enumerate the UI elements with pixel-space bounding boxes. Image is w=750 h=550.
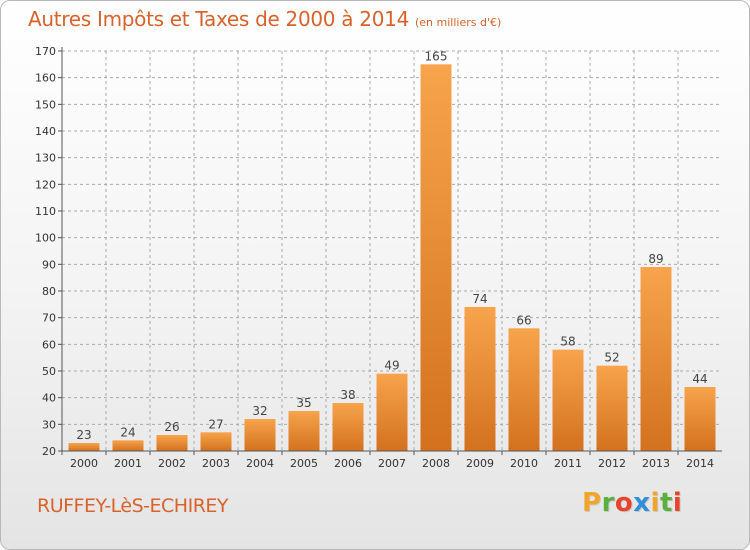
bar-2007	[376, 373, 408, 451]
value-label-2001: 24	[120, 425, 135, 439]
bar-2008	[420, 64, 452, 452]
bar-2010	[508, 328, 540, 451]
logo-letter: x	[633, 488, 651, 518]
value-label-2005: 35	[296, 396, 311, 410]
bars	[68, 64, 716, 452]
y-tick-label: 150	[35, 98, 56, 111]
value-label-2008: 165	[425, 49, 448, 63]
logo-letter: i	[672, 488, 683, 518]
labels: 20 30 40 50 60 70 80 90 100 110 120 130 140 150 160 170…	[35, 45, 714, 470]
bar-2009	[464, 307, 496, 451]
bar-2000	[68, 443, 100, 451]
x-tick-label-2013: 2013	[642, 457, 670, 470]
y-tick-label: 70	[42, 312, 56, 325]
value-label-2006: 38	[340, 388, 355, 402]
x-tick-label-2003: 2003	[202, 457, 230, 470]
bar-2001	[112, 440, 144, 451]
bar-2013	[640, 267, 672, 451]
bar-2006	[332, 403, 364, 451]
bar-2005	[288, 411, 320, 451]
value-label-2012: 52	[604, 351, 619, 365]
x-tick-label-2001: 2001	[114, 457, 142, 470]
x-tick-label-2002: 2002	[158, 457, 186, 470]
x-tick-label-2006: 2006	[334, 457, 362, 470]
chart-subtitle: (en milliers d'€)	[415, 16, 502, 29]
y-tick-label: 20	[42, 445, 56, 458]
bar-2004	[244, 419, 276, 451]
x-tick-label-2000: 2000	[70, 457, 98, 470]
logo-letter: i	[650, 488, 660, 518]
x-tick-label-2009: 2009	[466, 457, 494, 470]
axes	[58, 47, 722, 455]
y-tick-label: 90	[42, 258, 56, 271]
logo-letter: o	[614, 488, 634, 518]
value-label-2011: 58	[560, 335, 575, 349]
y-tick-label: 30	[42, 418, 56, 431]
x-tick-label-2010: 2010	[510, 457, 538, 470]
value-label-2007: 49	[384, 359, 399, 373]
value-label-2010: 66	[516, 313, 531, 327]
y-tick-label: 130	[35, 152, 56, 165]
y-tick-label: 80	[42, 285, 56, 298]
y-tick-label: 160	[35, 72, 56, 85]
value-label-2003: 27	[208, 417, 223, 431]
value-label-2009: 74	[472, 292, 487, 306]
y-tick-label: 60	[42, 338, 56, 351]
y-tick-label: 120	[35, 178, 56, 191]
y-tick-label: 40	[42, 392, 56, 405]
bar-2011	[552, 349, 584, 451]
logo-letter: r	[601, 488, 615, 518]
x-tick-label-2011: 2011	[554, 457, 582, 470]
x-tick-label-2012: 2012	[598, 457, 626, 470]
x-tick-label-2008: 2008	[422, 457, 450, 470]
y-tick-label: 50	[42, 365, 56, 378]
chart-title-text: Autres Impôts et Taxes de 2000 à 2014	[28, 7, 409, 31]
bar-2012	[596, 365, 628, 451]
y-tick-label: 110	[35, 205, 56, 218]
y-tick-label: 140	[35, 125, 56, 138]
value-label-2013: 89	[648, 252, 663, 266]
x-tick-label-2007: 2007	[378, 457, 406, 470]
chart-title: Autres Impôts et Taxes de 2000 à 2014 (en…	[28, 7, 501, 31]
logo-letter: P	[582, 488, 602, 518]
value-label-2004: 32	[252, 404, 267, 418]
value-label-2002: 26	[164, 420, 179, 434]
x-tick-label-2004: 2004	[246, 457, 274, 470]
y-tick-label: 100	[35, 232, 56, 245]
logo-letter: t	[659, 488, 673, 518]
x-tick-label-2014: 2014	[686, 457, 714, 470]
place-name: RUFFEY-LèS-ECHIREY	[37, 495, 229, 517]
value-label-2000: 23	[76, 428, 91, 442]
proxiti-logo: Proxiti	[582, 488, 682, 518]
bar-2014	[684, 387, 716, 451]
y-tick-label: 170	[35, 45, 56, 58]
x-tick-label-2005: 2005	[290, 457, 318, 470]
bar-2003	[200, 432, 232, 451]
bar-2002	[156, 435, 188, 451]
value-label-2014: 44	[692, 372, 707, 386]
